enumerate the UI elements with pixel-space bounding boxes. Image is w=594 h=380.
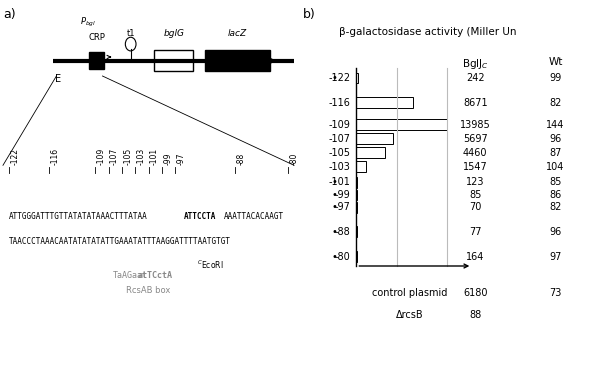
Text: -97: -97 (334, 203, 350, 212)
Bar (356, 147, 386, 158)
Text: •: • (331, 203, 337, 212)
Text: -107: -107 (328, 134, 350, 144)
Text: -109: -109 (328, 120, 350, 130)
Text: 85: 85 (549, 177, 561, 187)
Text: 88: 88 (469, 310, 481, 320)
Text: -105: -105 (124, 148, 132, 165)
Text: RcsAB box: RcsAB box (127, 286, 170, 295)
Text: -116: -116 (328, 98, 350, 108)
Text: $^{C}$EcoRI: $^{C}$EcoRI (197, 258, 223, 271)
Text: -122: -122 (328, 73, 350, 83)
Text: atTCctA: atTCctA (138, 271, 173, 280)
Text: -88: -88 (334, 227, 350, 237)
Text: 82: 82 (549, 203, 561, 212)
Text: P$_{bgl}$: P$_{bgl}$ (80, 16, 96, 29)
Bar (356, 73, 358, 83)
Text: 99: 99 (549, 73, 561, 83)
Text: ΔrcsB: ΔrcsB (396, 310, 424, 320)
Text: •: • (331, 73, 337, 83)
Text: -116: -116 (50, 148, 59, 165)
Text: -107: -107 (110, 148, 119, 165)
Text: 164: 164 (466, 252, 484, 261)
Text: 96: 96 (549, 134, 561, 144)
Text: 82: 82 (549, 98, 561, 108)
Text: -97: -97 (176, 153, 185, 165)
Bar (356, 133, 393, 144)
Text: 73: 73 (549, 288, 561, 298)
Text: AAATTACACAAGT: AAATTACACAAGT (225, 212, 285, 221)
Text: a): a) (3, 8, 15, 21)
Bar (356, 177, 357, 188)
Bar (356, 119, 447, 130)
Text: •: • (331, 190, 337, 200)
Text: 104: 104 (546, 162, 564, 172)
Text: TaAGaat: TaAGaat (113, 271, 148, 280)
Text: β-galactosidase activity (Miller Un: β-galactosidase activity (Miller Un (339, 27, 516, 36)
Text: 13985: 13985 (460, 120, 491, 130)
Text: 97: 97 (549, 252, 561, 261)
Text: -101: -101 (150, 148, 159, 165)
Bar (89, 52, 104, 70)
Text: 5697: 5697 (463, 134, 488, 144)
Text: b): b) (303, 8, 315, 21)
Text: 70: 70 (469, 203, 481, 212)
Text: 87: 87 (549, 148, 561, 158)
Text: TAACCCTAAACAATATATATATTGAAATATTTAAGGATTTTAATGTGT: TAACCCTAAACAATATATATATTGAAATATTTAAGGATTT… (9, 237, 231, 246)
Text: 1547: 1547 (463, 162, 488, 172)
Text: t1: t1 (127, 29, 135, 38)
Bar (154, 50, 193, 71)
Text: 96: 96 (549, 227, 561, 237)
Text: E: E (55, 74, 61, 84)
Text: -80: -80 (289, 153, 299, 165)
Text: control plasmid: control plasmid (372, 288, 447, 298)
Text: •: • (331, 177, 337, 187)
Text: 8671: 8671 (463, 98, 488, 108)
Bar (356, 97, 413, 108)
Text: -122: -122 (10, 148, 20, 165)
Text: 242: 242 (466, 73, 485, 83)
Text: bglG: bglG (163, 29, 184, 38)
Text: 86: 86 (549, 190, 561, 200)
Text: -101: -101 (328, 177, 350, 187)
Bar (205, 50, 270, 71)
Text: 85: 85 (469, 190, 481, 200)
Bar (356, 162, 366, 172)
Text: 4460: 4460 (463, 148, 488, 158)
Text: •: • (331, 227, 337, 237)
Text: lacZ: lacZ (228, 29, 247, 38)
Text: -103: -103 (328, 162, 350, 172)
Text: 144: 144 (546, 120, 564, 130)
Text: -99: -99 (163, 153, 172, 165)
Text: ATTGGGATTTGTTATATATAAACTTTATAA: ATTGGGATTTGTTATATATAAACTTTATAA (9, 212, 148, 221)
Text: 123: 123 (466, 177, 485, 187)
Text: -103: -103 (137, 148, 146, 165)
Text: •: • (331, 252, 337, 261)
Text: 6180: 6180 (463, 288, 488, 298)
Text: -80: -80 (334, 252, 350, 261)
Text: Wt: Wt (548, 57, 563, 67)
Text: BglJ$_C$: BglJ$_C$ (462, 57, 489, 71)
Text: CRP: CRP (88, 33, 105, 42)
Text: 77: 77 (469, 227, 482, 237)
Bar (356, 251, 358, 262)
Text: ATTCCTA: ATTCCTA (184, 212, 216, 221)
Text: -105: -105 (328, 148, 350, 158)
Text: -88: -88 (236, 153, 245, 165)
Text: -99: -99 (334, 190, 350, 200)
Text: -109: -109 (97, 148, 106, 165)
